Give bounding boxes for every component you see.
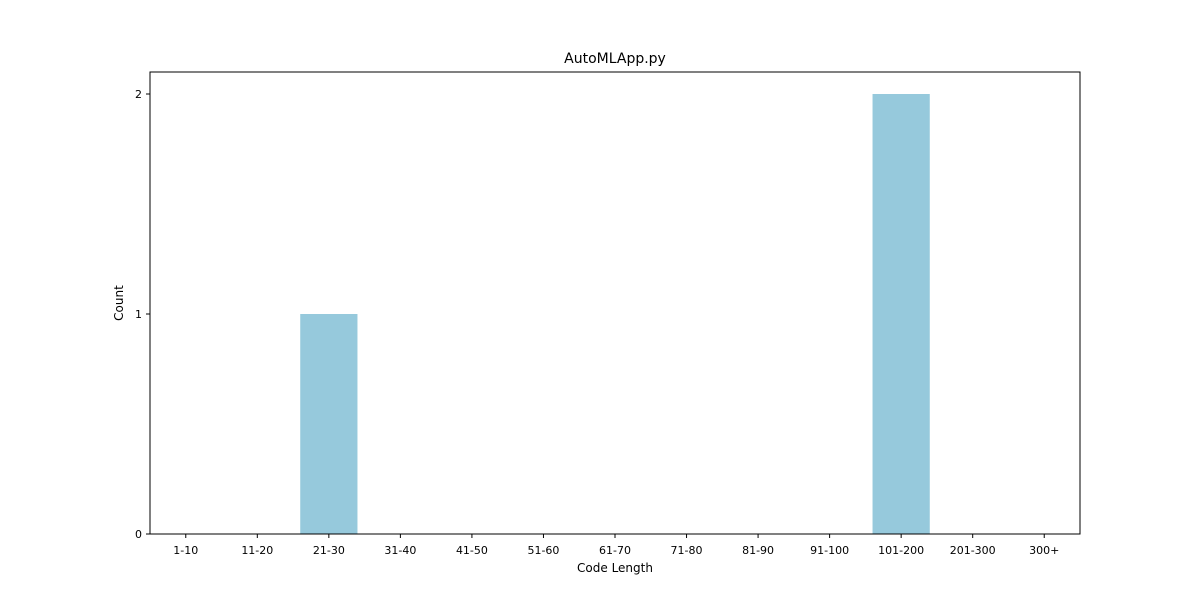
bars-layer — [300, 94, 930, 534]
x-tick-label: 101-200 — [878, 544, 924, 557]
x-tick-label: 61-70 — [599, 544, 631, 557]
y-axis: 0 1 2 — [135, 88, 150, 541]
x-tick-label: 31-40 — [384, 544, 416, 557]
y-tick-label: 0 — [135, 528, 142, 541]
x-tick-label: 300+ — [1029, 544, 1059, 557]
x-tick-label: 51-60 — [527, 544, 559, 557]
plot-area-frame — [149, 71, 1081, 535]
y-axis-label: Count — [112, 285, 126, 321]
y-tick-label: 2 — [135, 88, 142, 101]
x-tick-label: 201-300 — [950, 544, 996, 557]
bar-21-30 — [300, 314, 358, 534]
y-tick-label: 1 — [135, 308, 142, 321]
x-axis: 1-10 11-20 21-30 31-40 41-50 51-60 61-70 71-80 8… — [173, 534, 1059, 557]
x-tick-label: 91-100 — [810, 544, 849, 557]
bar-101-200 — [872, 94, 930, 534]
x-tick-label: 11-20 — [241, 544, 273, 557]
x-tick-label: 71-80 — [671, 544, 703, 557]
x-tick-label: 41-50 — [456, 544, 488, 557]
x-axis-label: Code Length — [577, 561, 653, 575]
chart-title: AutoMLApp.py — [564, 51, 666, 67]
x-tick-label: 81-90 — [742, 544, 774, 557]
x-tick-label: 1-10 — [173, 544, 198, 557]
x-tick-label: 21-30 — [313, 544, 345, 557]
